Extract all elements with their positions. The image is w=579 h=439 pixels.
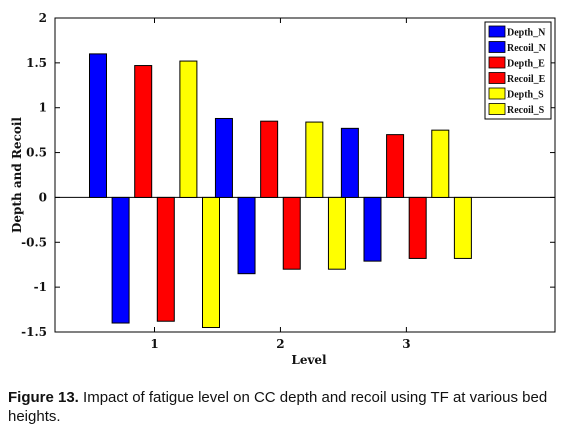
bar-recoil-n <box>237 196 256 275</box>
bar-recoil-s <box>201 196 220 329</box>
y-tick-label: 0.5 <box>26 146 47 160</box>
legend-swatch <box>488 72 506 84</box>
legend-swatch <box>488 41 506 53</box>
bar-depth-s <box>431 129 450 198</box>
y-tick-label: 1 <box>39 101 47 115</box>
legend-swatch <box>488 56 506 69</box>
legend-swatch <box>488 87 506 100</box>
caption-label: Figure 13. <box>8 389 79 406</box>
bar-recoil-e <box>156 196 175 322</box>
y-tick-label: 1.5 <box>26 56 47 70</box>
y-tick-label: -1.5 <box>21 325 47 339</box>
bar-recoil-e <box>408 196 427 259</box>
y-tick-label: 2 <box>39 11 47 25</box>
plot-area <box>54 17 556 333</box>
bar-recoil-s <box>453 196 472 259</box>
bar-depth-n <box>214 117 233 198</box>
bar-recoil-n <box>111 196 130 324</box>
x-tick-label: 2 <box>276 337 284 351</box>
y-tick-label: -0.5 <box>21 235 47 249</box>
caption-text: Impact of fatigue level on CC depth and … <box>8 389 548 425</box>
y-tick-label: -1 <box>34 280 47 294</box>
legend-box <box>484 21 552 120</box>
legend-label: Recoil_N <box>507 43 547 54</box>
y-axis-title: Depth and Recoil <box>10 117 24 233</box>
legend-label: Recoil_E <box>507 74 546 85</box>
bar-chart: 2 1.5 1 0.5 0 -0.5 -1 -1.5 1 2 3 Level Depth and Rec… <box>10 11 556 367</box>
bar-depth-n <box>340 127 359 198</box>
y-tick-label: 0 <box>39 190 47 204</box>
bar-recoil-n <box>363 196 382 262</box>
bar-recoil-e <box>282 196 301 270</box>
bar-depth-e <box>386 134 405 198</box>
legend-swatch <box>488 25 506 38</box>
legend-label: Depth_E <box>507 59 545 70</box>
legend-label: Depth_S <box>507 90 544 101</box>
figure-caption: Figure 13. Impact of fatigue level on CC… <box>8 388 568 426</box>
legend-label: Depth_N <box>507 28 546 39</box>
bar-depth-n <box>88 53 107 198</box>
x-axis-title: Level <box>291 353 327 367</box>
legend-label: Recoil_S <box>507 105 545 116</box>
legend-swatch <box>488 103 506 115</box>
x-tick-label: 1 <box>150 337 158 351</box>
x-tick-label: 3 <box>402 337 410 351</box>
bar-depth-s <box>179 60 198 198</box>
bar-depth-s <box>305 121 324 198</box>
bar-depth-e <box>134 65 153 198</box>
bar-recoil-s <box>327 196 346 270</box>
bar-depth-e <box>260 120 279 198</box>
